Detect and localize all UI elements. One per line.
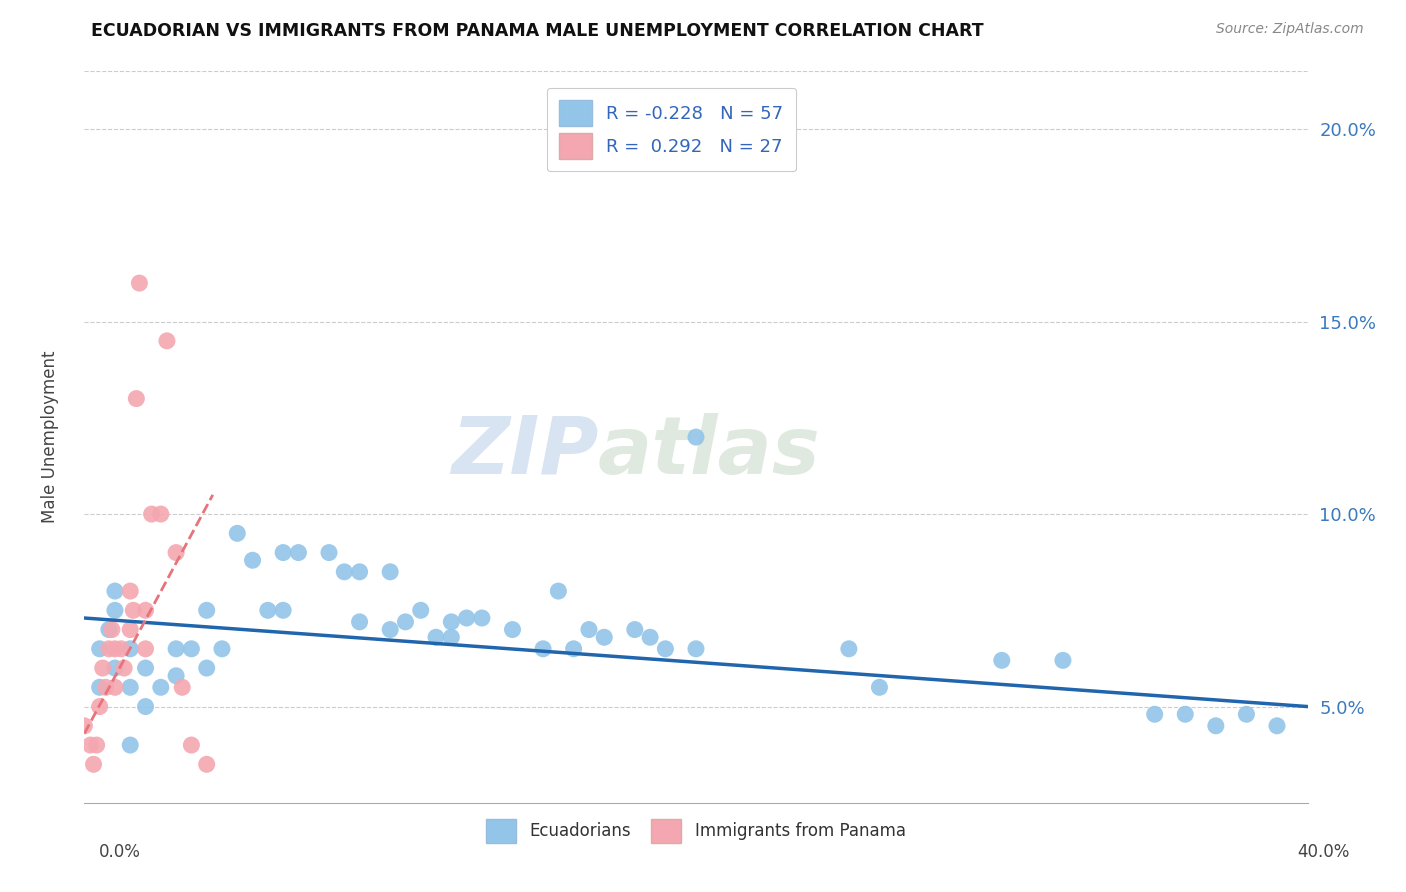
Point xyxy=(120,584,142,599)
Text: ZIP: ZIP xyxy=(451,413,598,491)
Point xyxy=(172,681,194,695)
Point xyxy=(165,641,187,656)
Point xyxy=(195,757,218,772)
Point xyxy=(104,603,127,617)
Point xyxy=(156,334,179,348)
Point xyxy=(120,681,142,695)
Point xyxy=(349,615,371,629)
Point xyxy=(425,630,447,644)
Point xyxy=(141,507,163,521)
Point xyxy=(502,623,524,637)
Point xyxy=(271,603,294,617)
Text: 0.0%: 0.0% xyxy=(98,843,141,861)
Point xyxy=(135,661,157,675)
Point xyxy=(318,545,340,559)
Point xyxy=(349,565,371,579)
Point xyxy=(91,661,114,675)
Point xyxy=(1143,707,1166,722)
Point xyxy=(380,623,402,637)
Point xyxy=(89,641,111,656)
Point xyxy=(101,623,124,637)
Text: 40.0%: 40.0% xyxy=(1298,843,1350,861)
Point xyxy=(593,630,616,644)
Point xyxy=(440,615,463,629)
Point xyxy=(125,392,148,406)
Point xyxy=(380,565,402,579)
Point xyxy=(638,630,661,644)
Legend: Ecuadorians, Immigrants from Panama: Ecuadorians, Immigrants from Panama xyxy=(479,813,912,849)
Point xyxy=(165,669,187,683)
Point xyxy=(1052,653,1074,667)
Point xyxy=(120,641,142,656)
Point xyxy=(578,623,600,637)
Text: Male Unemployment: Male Unemployment xyxy=(41,351,59,524)
Point xyxy=(394,615,416,629)
Point xyxy=(97,623,120,637)
Point xyxy=(149,681,172,695)
Point xyxy=(1174,707,1197,722)
Point xyxy=(654,641,676,656)
Text: atlas: atlas xyxy=(598,413,821,491)
Point xyxy=(180,641,202,656)
Point xyxy=(869,681,891,695)
Point xyxy=(83,757,105,772)
Point xyxy=(838,641,860,656)
Point xyxy=(226,526,249,541)
Point xyxy=(110,641,132,656)
Point xyxy=(104,681,127,695)
Point xyxy=(211,641,233,656)
Point xyxy=(257,603,280,617)
Point xyxy=(128,276,150,290)
Point xyxy=(135,641,157,656)
Point xyxy=(1265,719,1288,733)
Point xyxy=(624,623,647,637)
Point xyxy=(547,584,569,599)
Point xyxy=(120,738,142,752)
Point xyxy=(97,641,120,656)
Point xyxy=(471,611,494,625)
Point xyxy=(120,623,142,637)
Point xyxy=(440,630,463,644)
Point xyxy=(271,545,294,559)
Text: Source: ZipAtlas.com: Source: ZipAtlas.com xyxy=(1216,22,1364,37)
Point xyxy=(135,603,157,617)
Point xyxy=(195,661,218,675)
Point xyxy=(89,681,111,695)
Point xyxy=(94,681,117,695)
Point xyxy=(86,738,108,752)
Point xyxy=(165,545,187,559)
Point xyxy=(135,699,157,714)
Point xyxy=(89,699,111,714)
Point xyxy=(991,653,1014,667)
Point xyxy=(242,553,264,567)
Point xyxy=(112,661,135,675)
Point xyxy=(456,611,478,625)
Point xyxy=(195,603,218,617)
Point xyxy=(180,738,202,752)
Point xyxy=(531,641,554,656)
Text: ECUADORIAN VS IMMIGRANTS FROM PANAMA MALE UNEMPLOYMENT CORRELATION CHART: ECUADORIAN VS IMMIGRANTS FROM PANAMA MAL… xyxy=(91,22,984,40)
Point xyxy=(333,565,356,579)
Point xyxy=(1236,707,1258,722)
Point xyxy=(409,603,432,617)
Point xyxy=(104,661,127,675)
Point xyxy=(104,641,127,656)
Point xyxy=(149,507,172,521)
Point xyxy=(1205,719,1227,733)
Point xyxy=(122,603,145,617)
Point xyxy=(287,545,309,559)
Point xyxy=(79,738,101,752)
Point xyxy=(104,584,127,599)
Point xyxy=(685,641,707,656)
Point xyxy=(562,641,585,656)
Point xyxy=(685,430,707,444)
Point xyxy=(73,719,96,733)
